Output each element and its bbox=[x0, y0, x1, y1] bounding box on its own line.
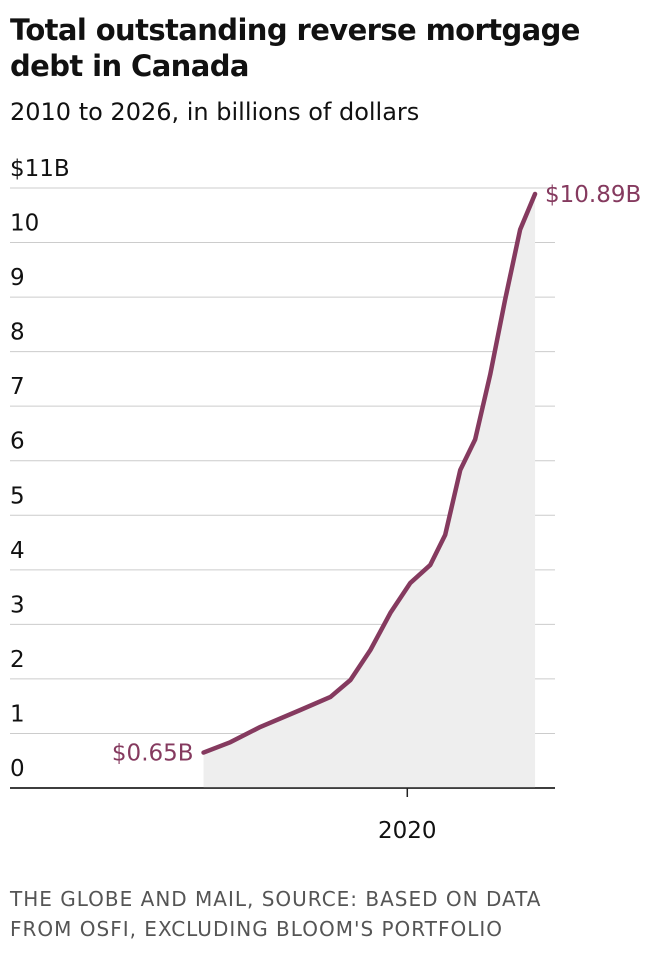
y-tick-label: 9 bbox=[10, 265, 25, 291]
source-note: THE GLOBE AND MAIL, SOURCE: BASED ON DAT… bbox=[10, 887, 542, 941]
y-tick-label: 8 bbox=[10, 320, 25, 346]
y-tick-label: 3 bbox=[10, 592, 25, 618]
y-tick-label: 2 bbox=[10, 647, 25, 673]
y-tick-label: 5 bbox=[10, 483, 25, 509]
y-tick-label: 6 bbox=[10, 429, 25, 455]
chart-subtitle: 2010 to 2026, in billions of dollars bbox=[10, 98, 420, 126]
y-tick-label: 0 bbox=[10, 756, 25, 782]
line bbox=[201, 191, 538, 755]
x-tick-label: 2020 bbox=[378, 818, 437, 844]
area bbox=[203, 194, 536, 788]
chart-title: Total outstanding reverse mortgage debt … bbox=[10, 13, 580, 83]
y-tick-label: 4 bbox=[10, 538, 25, 564]
value-label: $10.89B bbox=[545, 182, 641, 208]
y-tick-label: 1 bbox=[10, 701, 25, 727]
y-tick-label: $11B bbox=[10, 156, 70, 182]
value-label: $0.65B bbox=[112, 741, 194, 767]
y-tick-label: 10 bbox=[10, 211, 39, 237]
y-tick-label: 7 bbox=[10, 374, 25, 400]
